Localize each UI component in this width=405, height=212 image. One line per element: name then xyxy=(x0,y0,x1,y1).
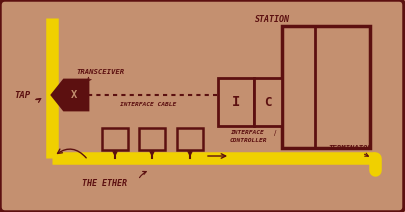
FancyArrowPatch shape xyxy=(139,172,146,178)
Bar xyxy=(254,78,282,126)
Text: C: C xyxy=(264,95,272,109)
Text: TAP: TAP xyxy=(14,91,30,99)
FancyArrowPatch shape xyxy=(36,99,41,102)
Bar xyxy=(218,78,254,126)
Bar xyxy=(139,128,165,150)
FancyArrowPatch shape xyxy=(364,153,369,156)
Text: /: / xyxy=(274,130,276,136)
Bar xyxy=(177,128,203,150)
Text: INTERFACE: INTERFACE xyxy=(231,131,265,135)
Text: X: X xyxy=(71,90,77,100)
Text: I: I xyxy=(232,95,240,109)
Text: TERMINATOR: TERMINATOR xyxy=(328,145,372,151)
FancyArrowPatch shape xyxy=(113,152,117,156)
Bar xyxy=(102,128,128,150)
Text: TRANSCEIVER: TRANSCEIVER xyxy=(76,69,124,75)
Text: INTERFACE CABLE: INTERFACE CABLE xyxy=(120,102,176,107)
FancyArrowPatch shape xyxy=(150,152,154,156)
Bar xyxy=(282,26,370,148)
FancyArrowPatch shape xyxy=(87,77,91,81)
Polygon shape xyxy=(52,80,88,110)
FancyArrowPatch shape xyxy=(58,149,86,158)
Text: CONTROLLER: CONTROLLER xyxy=(229,138,267,144)
Text: STATION: STATION xyxy=(254,15,290,25)
Text: THE ETHER: THE ETHER xyxy=(83,179,128,187)
FancyArrowPatch shape xyxy=(188,152,192,156)
FancyArrowPatch shape xyxy=(208,154,226,158)
